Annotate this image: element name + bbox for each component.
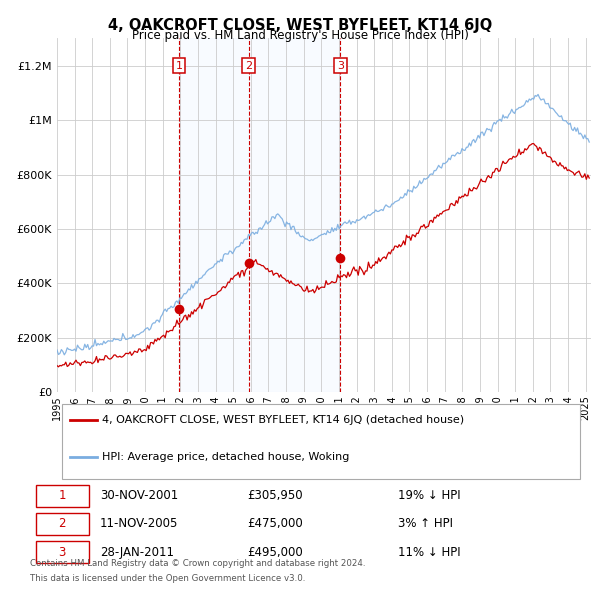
- Text: 28-JAN-2011: 28-JAN-2011: [100, 546, 174, 559]
- Text: £305,950: £305,950: [248, 489, 303, 502]
- Text: 11-NOV-2005: 11-NOV-2005: [100, 517, 178, 530]
- FancyBboxPatch shape: [35, 541, 89, 563]
- Text: 4, OAKCROFT CLOSE, WEST BYFLEET, KT14 6JQ: 4, OAKCROFT CLOSE, WEST BYFLEET, KT14 6J…: [108, 18, 492, 32]
- Text: 19% ↓ HPI: 19% ↓ HPI: [398, 489, 461, 502]
- Text: £475,000: £475,000: [248, 517, 304, 530]
- Text: 3: 3: [337, 61, 344, 71]
- Bar: [179, 38, 340, 392]
- Text: 2: 2: [58, 517, 66, 530]
- Text: 4, OAKCROFT CLOSE, WEST BYFLEET, KT14 6JQ (detached house): 4, OAKCROFT CLOSE, WEST BYFLEET, KT14 6J…: [103, 415, 464, 425]
- Text: This data is licensed under the Open Government Licence v3.0.: This data is licensed under the Open Gov…: [30, 574, 305, 583]
- Text: 1: 1: [175, 61, 182, 71]
- Text: 3% ↑ HPI: 3% ↑ HPI: [398, 517, 453, 530]
- Text: 2: 2: [245, 61, 252, 71]
- Text: Price paid vs. HM Land Registry's House Price Index (HPI): Price paid vs. HM Land Registry's House …: [131, 30, 469, 42]
- Text: £495,000: £495,000: [248, 546, 304, 559]
- Text: 1: 1: [58, 489, 66, 502]
- Text: HPI: Average price, detached house, Woking: HPI: Average price, detached house, Woki…: [103, 452, 350, 462]
- Text: Contains HM Land Registry data © Crown copyright and database right 2024.: Contains HM Land Registry data © Crown c…: [30, 559, 365, 568]
- Text: 3: 3: [58, 546, 66, 559]
- FancyBboxPatch shape: [62, 404, 580, 479]
- FancyBboxPatch shape: [35, 513, 89, 535]
- Text: 30-NOV-2001: 30-NOV-2001: [100, 489, 178, 502]
- FancyBboxPatch shape: [35, 485, 89, 507]
- Text: 11% ↓ HPI: 11% ↓ HPI: [398, 546, 461, 559]
